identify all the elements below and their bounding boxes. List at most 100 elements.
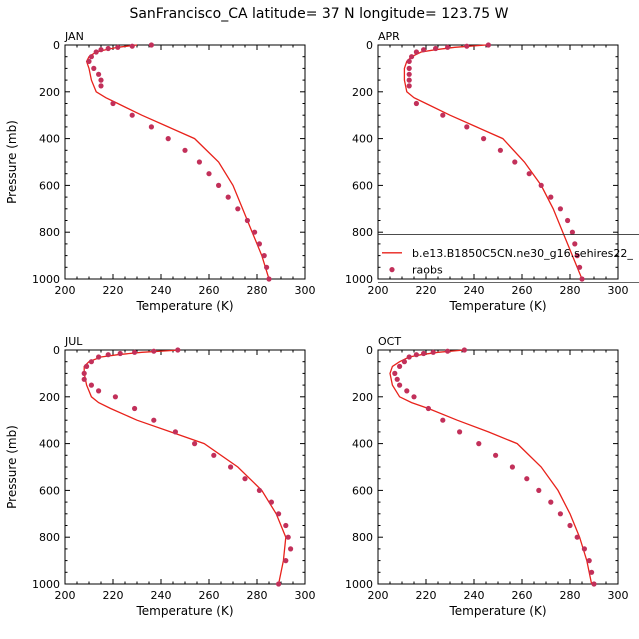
- figure-title: SanFrancisco_CA latitude= 37 N longitude…: [129, 6, 508, 22]
- raobs-point: [401, 359, 407, 365]
- x-axis-label: Temperature (K): [448, 604, 546, 618]
- model-line: [403, 44, 583, 280]
- panel-label: JAN: [64, 30, 84, 43]
- raobs-point: [84, 363, 90, 369]
- raobs-point: [485, 42, 491, 48]
- x-tick-label: 240: [464, 284, 485, 297]
- x-tick-label: 200: [368, 589, 389, 602]
- raobs-point: [96, 354, 102, 360]
- raobs-point: [98, 83, 104, 89]
- raobs-point: [192, 441, 198, 447]
- x-tick-label: 300: [295, 284, 316, 297]
- y-tick-label: 600: [39, 179, 60, 192]
- raobs-point: [276, 581, 282, 587]
- raobs-point: [413, 352, 419, 358]
- raobs-point: [98, 77, 104, 83]
- raobs-point: [129, 43, 135, 49]
- raobs-point: [411, 394, 417, 400]
- raobs-point: [579, 276, 585, 282]
- raobs-point: [115, 44, 121, 50]
- x-tick-label: 200: [55, 284, 76, 297]
- x-tick-label: 280: [247, 589, 268, 602]
- raobs-point: [285, 534, 291, 540]
- panel-label: OCT: [378, 335, 401, 348]
- panel-jul: JUL 200 220 240 260 280 300 0 200 400 600 800 1000 Te…: [5, 335, 316, 618]
- y-tick-label: 0: [53, 344, 60, 357]
- y-tick-label: 600: [39, 484, 60, 497]
- raobs-point: [476, 441, 482, 447]
- x-tick-label: 260: [512, 284, 533, 297]
- raobs-point: [228, 464, 234, 470]
- raobs-point: [105, 352, 111, 358]
- panel-label: JUL: [64, 335, 83, 348]
- y-tick-label: 200: [352, 391, 373, 404]
- raobs-point: [565, 217, 571, 224]
- raobs-point: [216, 182, 222, 188]
- x-tick-label: 300: [295, 589, 316, 602]
- raobs-point: [175, 347, 181, 353]
- raobs-point: [151, 417, 157, 423]
- raobs-point: [445, 44, 451, 50]
- x-tick-label: 240: [464, 589, 485, 602]
- raobs-point: [261, 253, 267, 259]
- panel-oct: OCT 200 220 240 260 280 300 0 200 400 600 800 1000 Te…: [345, 335, 629, 618]
- raobs-point: [132, 349, 138, 355]
- legend: b.e13.B1850C5CN.ne30_g16.sehires22_raobs: [378, 234, 639, 283]
- raobs-point: [244, 217, 250, 224]
- raobs-point: [413, 49, 419, 55]
- y-tick-label: 1000: [345, 578, 373, 591]
- raobs-point: [464, 43, 470, 49]
- raobs-point: [421, 350, 427, 357]
- y-tick-label: 200: [39, 391, 60, 404]
- raobs-point: [91, 65, 97, 71]
- y-tick-label: 1000: [32, 273, 60, 286]
- y-axis-label: Pressure (mb): [5, 120, 19, 204]
- y-tick-label: 400: [39, 133, 60, 146]
- raobs-point: [425, 405, 431, 412]
- x-axis-label: Temperature (K): [135, 604, 233, 618]
- panel-apr: APR 200 220 240 260 280 300 0 200 400 600 800 1000 Te…: [345, 30, 639, 313]
- raobs-point: [589, 569, 595, 575]
- x-tick-label: 220: [103, 589, 124, 602]
- raobs-point: [196, 159, 202, 165]
- raobs-point: [567, 522, 573, 529]
- raobs-point: [132, 405, 138, 412]
- raobs-point: [182, 147, 188, 153]
- raobs-point: [96, 388, 102, 394]
- y-tick-label: 800: [352, 531, 373, 544]
- raobs-point: [497, 147, 503, 153]
- x-tick-label: 280: [560, 589, 581, 602]
- raobs-point: [409, 54, 415, 60]
- raobs-point: [165, 136, 171, 142]
- raobs-point: [557, 206, 564, 212]
- raobs-point: [256, 241, 262, 247]
- raobs-point: [206, 171, 212, 177]
- panels-group: JAN 200 220 240 260 280 300 0 200 400 600 800 1000 Te…: [5, 30, 639, 618]
- y-tick-label: 600: [352, 179, 373, 192]
- y-tick-label: 1000: [345, 273, 373, 286]
- y-tick-label: 800: [39, 226, 60, 239]
- raobs-point: [548, 194, 554, 200]
- x-tick-label: 240: [151, 284, 172, 297]
- raobs-point: [581, 546, 588, 552]
- raobs-point: [538, 182, 544, 188]
- raobs-point: [440, 112, 446, 118]
- x-tick-label: 220: [416, 589, 437, 602]
- raobs-point: [574, 534, 580, 540]
- raobs-point: [264, 264, 270, 270]
- raobs-point: [397, 382, 403, 388]
- raobs-point: [88, 382, 94, 388]
- x-tick-label: 280: [560, 284, 581, 297]
- raobs-point: [81, 370, 87, 376]
- y-tick-label: 0: [366, 344, 373, 357]
- raobs-point: [242, 476, 248, 482]
- raobs-point: [421, 47, 427, 53]
- raobs-point: [397, 363, 403, 369]
- raobs-point: [406, 65, 412, 71]
- raobs-point: [406, 58, 412, 64]
- x-tick-label: 300: [608, 589, 629, 602]
- raobs-point: [252, 229, 258, 235]
- raobs-point: [406, 71, 412, 77]
